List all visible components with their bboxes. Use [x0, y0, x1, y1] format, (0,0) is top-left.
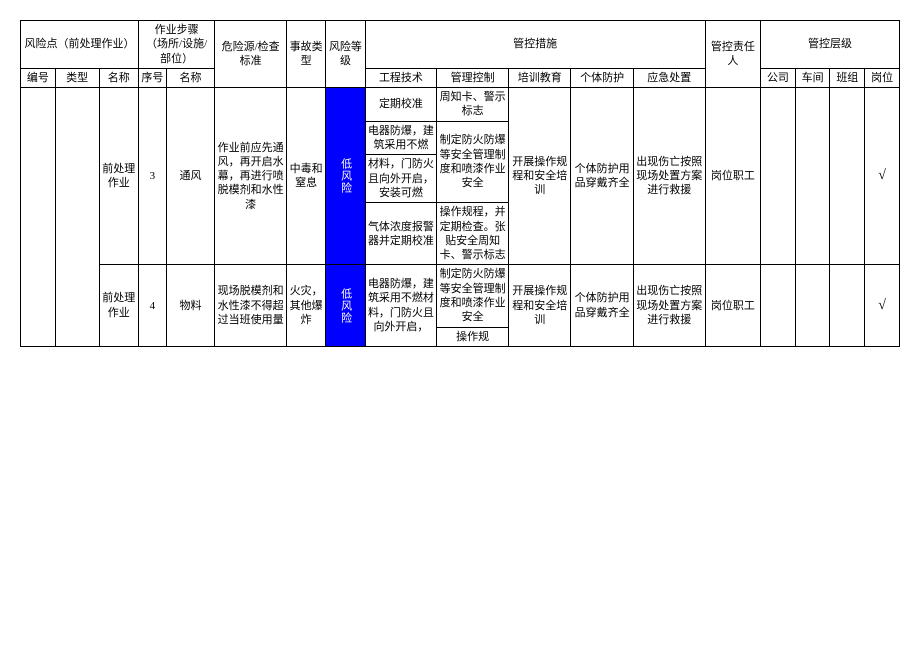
- cell-training: 开展操作规程和安全培训: [509, 265, 571, 346]
- cell-step-name: 通风: [166, 88, 215, 265]
- hdr-responsible: 管控责任人: [705, 21, 761, 88]
- risk-assessment-table: 风险点（前处理作业） 作业步骤 （场所/设施/部位） 危险源/检查标准 事故类型…: [20, 20, 900, 347]
- hdr-seq: 序号: [138, 68, 166, 87]
- cell-mgmt: 制定防火防爆等安全管理制度和喷漆作业安全: [437, 121, 509, 202]
- hdr-id: 编号: [21, 68, 56, 87]
- cell-responsible: 岗位职工: [705, 265, 761, 346]
- hdr-ppe: 个体防护: [571, 68, 633, 87]
- cell-hazard: 作业前应先通风，再开启水幕，再进行喷脱模剂和水性漆: [215, 88, 287, 265]
- table-row: 前处理作业 4 物料 现场脱模剂和水性漆不得超过当班使用量 火灾，其他爆炸 低风…: [21, 265, 900, 327]
- cell-training: 开展操作规程和安全培训: [509, 88, 571, 265]
- cell-ppe: 个体防护用品穿戴齐全: [571, 88, 633, 265]
- hdr-company: 公司: [761, 68, 796, 87]
- hdr-training: 培训教育: [509, 68, 571, 87]
- hdr-risk-level: 风险等级: [326, 21, 365, 88]
- hdr-team: 班组: [830, 68, 865, 87]
- cell-seq: 3: [138, 88, 166, 265]
- cell-workshop: [795, 88, 830, 265]
- hdr-workshop: 车间: [795, 68, 830, 87]
- cell-workshop: [795, 265, 830, 346]
- cell-type-col: [55, 88, 99, 347]
- cell-mgmt: 制定防火防爆等安全管理制度和喷漆作业安全: [437, 265, 509, 327]
- cell-mgmt: 操作规程，并定期检查。张贴安全周知卡、警示标志: [437, 203, 509, 265]
- hdr-emergency: 应急处置: [633, 68, 705, 87]
- cell-seq: 4: [138, 265, 166, 346]
- table-row: 前处理作业 3 通风 作业前应先通风，再开启水幕，再进行喷脱模剂和水性漆 中毒和…: [21, 88, 900, 122]
- hdr-control-level: 管控层级: [761, 21, 900, 69]
- cell-company: [761, 88, 796, 265]
- cell-emergency: 出现伤亡按照现场处置方案进行救援: [633, 265, 705, 346]
- cell-accident: 火灾，其他爆炸: [286, 265, 325, 346]
- cell-eng: 定期校准: [365, 88, 437, 122]
- header-row-2: 编号 类型 名称 序号 名称 工程技术 管理控制 培训教育 个体防护 应急处置 …: [21, 68, 900, 87]
- cell-team: [830, 88, 865, 265]
- cell-responsible: 岗位职工: [705, 88, 761, 265]
- cell-post-check: √: [865, 265, 900, 346]
- hdr-control-measures: 管控措施: [365, 21, 705, 69]
- cell-team: [830, 265, 865, 346]
- cell-eng: 气体浓度报警器并定期校准: [365, 203, 437, 265]
- cell-mgmt: 周知卡、警示标志: [437, 88, 509, 122]
- cell-eng: 材料，门防火且向外开启，安装可燃: [365, 155, 437, 203]
- cell-hazard: 现场脱模剂和水性漆不得超过当班使用量: [215, 265, 287, 346]
- hdr-type: 类型: [55, 68, 99, 87]
- hdr-accident: 事故类型: [286, 21, 325, 88]
- hdr-mgmt: 管理控制: [437, 68, 509, 87]
- cell-emergency: 出现伤亡按照现场处置方案进行救援: [633, 88, 705, 265]
- cell-risk-level: 低风险: [326, 265, 365, 346]
- cell-type: 前处理作业: [99, 265, 138, 346]
- cell-post-check: √: [865, 88, 900, 265]
- hdr-engineering: 工程技术: [365, 68, 437, 87]
- cell-accident: 中毒和窒息: [286, 88, 325, 265]
- hdr-step-name: 名称: [166, 68, 215, 87]
- hdr-work-step: 作业步骤 （场所/设施/部位）: [138, 21, 214, 69]
- cell-id: [21, 88, 56, 347]
- cell-type: 前处理作业: [99, 88, 138, 265]
- cell-eng: 电器防爆，建筑采用不燃: [365, 121, 437, 155]
- cell-mgmt: 操作规: [437, 327, 509, 346]
- hdr-risk-point: 风险点（前处理作业）: [21, 21, 139, 69]
- hdr-name: 名称: [99, 68, 138, 87]
- cell-step-name: 物料: [166, 265, 215, 346]
- cell-eng: 电器防爆，建筑采用不燃材料，门防火且向外开启，: [365, 265, 437, 346]
- cell-ppe: 个体防护用品穿戴齐全: [571, 265, 633, 346]
- hdr-post: 岗位: [865, 68, 900, 87]
- cell-risk-level: 低风险: [326, 88, 365, 265]
- cell-company: [761, 265, 796, 346]
- hdr-hazard: 危险源/检查标准: [215, 21, 287, 88]
